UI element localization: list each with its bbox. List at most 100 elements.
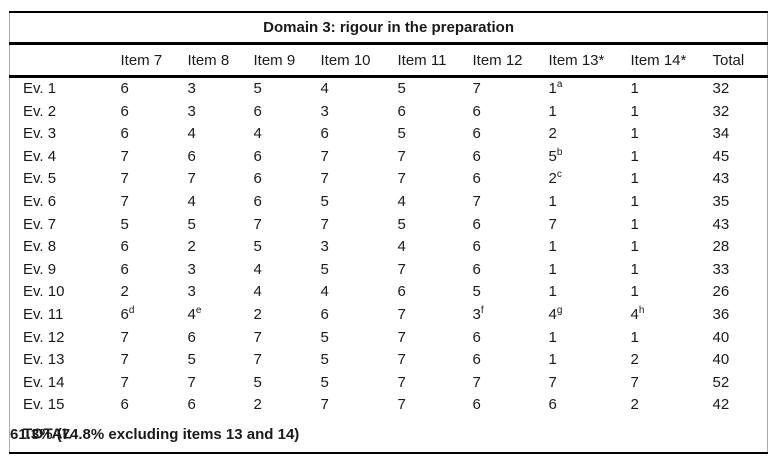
score-cell: 32 [712,80,730,97]
score-cell: 28 [712,238,730,256]
score-cell: 6 [187,396,196,414]
score-cell: 7 [548,373,557,391]
row-label: Ev. 3 [23,125,57,143]
row-label: Ev. 1 [23,80,57,97]
row-label: Ev. 11 [23,305,64,323]
footnote-marker: h [638,304,645,316]
score-cell: 7 [397,373,406,391]
score-cell: 7 [253,351,262,369]
score-cell: 6 [120,238,129,256]
score-cell: 5 [253,80,262,97]
table-total-row: TOTAL 61.3% (74.8% excluding items 13 an… [9,416,768,454]
table-row: Ev. 7 5 5 7 7 5 6 7 1 43 [10,214,768,237]
score-cell: 1 [630,215,639,233]
score-cell: 6 [187,328,196,346]
score-cell: 32 [712,102,730,120]
row-label: Ev. 4 [23,147,57,165]
score-cell: 6 [472,147,481,165]
score-cell: 7 [320,215,329,233]
score-cell: 35 [712,192,730,210]
row-label: Ev. 8 [23,238,57,256]
score-cell: 1 [548,260,557,278]
score-cell: 7 [120,373,129,391]
table-title-row: Domain 3: rigour in the preparation [9,11,768,45]
score-cell: 6 [472,125,481,143]
score-cell: 1 [630,192,639,210]
score-cell: 5 [187,351,196,369]
score-cell: 7 [320,396,329,414]
score-cell: 1 [630,260,639,278]
score-cell: 1 [548,283,557,301]
score-cell: 7 [397,328,406,346]
table-row: Ev. 3 6 4 4 6 5 6 2 1 34 [10,123,768,146]
score-cell: 6 [320,125,329,143]
score-cell: 7 [397,170,406,188]
score-cell: 7 [187,373,196,391]
score-cell: 1 [630,170,639,188]
score-cell: 7 [120,170,129,188]
table-row: Ev. 15 6 6 2 7 7 6 6 2 42 [10,394,768,417]
column-header-item8: Item 8 [187,43,254,78]
score-cell: 6 [120,125,129,143]
score-cell: 7 [630,373,639,391]
table-row: Ev. 10 2 3 4 4 6 5 1 1 26 [10,281,768,304]
score-cell: 7 [120,147,129,165]
table-row: Ev. 4 7 6 6 7 7 6 5b 1 45 [10,146,768,169]
score-cell: 6 [548,396,557,414]
score-cell: 5 [120,215,129,233]
score-cell: 2 [187,238,196,256]
table-row: Ev. 9 6 3 4 5 7 6 1 1 33 [10,259,768,282]
score-cell: 5 [320,351,329,369]
table-row: Ev. 2 6 3 6 3 6 6 1 1 32 [10,101,768,124]
score-cell: 4 [320,283,329,301]
score-cell: 42 [712,396,730,414]
score-cell: 7 [187,170,196,188]
score-cell: 33 [712,260,730,278]
score-cell: 43 [712,215,730,233]
score-cell: 3 [320,238,329,256]
score-cell: 3 [187,80,196,97]
footnote-marker: c [556,169,562,181]
score-cell: 1 [548,192,557,210]
score-cell: 3 [320,102,329,120]
score-cell: 7 [320,170,329,188]
score-cell: 3f [472,304,484,323]
score-cell: 5 [397,125,406,143]
score-cell: 4e [187,304,202,323]
score-cell: 6 [120,102,129,120]
score-cell: 40 [712,351,730,369]
score-cell: 2 [630,351,639,369]
row-label: Ev. 14 [23,373,65,391]
score-cell: 3 [187,260,196,278]
score-cell: 1 [548,238,557,256]
score-cell: 2 [120,283,129,301]
footnote-marker: d [128,304,135,316]
score-cell: 5 [320,328,329,346]
score-cell: 7 [472,80,481,97]
score-cell: 1 [548,102,557,120]
score-cell: 3 [187,283,196,301]
row-label: Ev. 7 [23,215,57,233]
total-label: TOTAL [23,425,72,443]
score-cell: 2c [548,169,562,188]
score-cell: 6 [320,305,329,323]
column-header-item14: Item 14* [630,43,713,78]
score-cell: 4 [320,80,329,97]
table-row: Ev. 14 7 7 5 5 7 7 7 7 52 [10,372,768,395]
score-cell: 7 [472,192,481,210]
row-label: Ev. 9 [23,260,57,278]
column-header-item11: Item 11 [397,43,473,78]
column-header-item7: Item 7 [120,43,188,78]
score-cell: 6 [472,328,481,346]
score-cell: 5 [253,373,262,391]
score-cell: 2 [630,396,639,414]
table-row: Ev. 13 7 5 7 5 7 6 1 2 40 [10,349,768,372]
score-cell: 5b [548,146,563,165]
score-cell: 4 [253,283,262,301]
total-cell: TOTAL 61.3% (74.8% excluding items 13 an… [9,416,768,454]
score-cell: 4 [253,125,262,143]
score-cell: 6 [253,192,262,210]
score-cell: 1 [548,351,557,369]
column-header-item12: Item 12 [472,43,549,78]
